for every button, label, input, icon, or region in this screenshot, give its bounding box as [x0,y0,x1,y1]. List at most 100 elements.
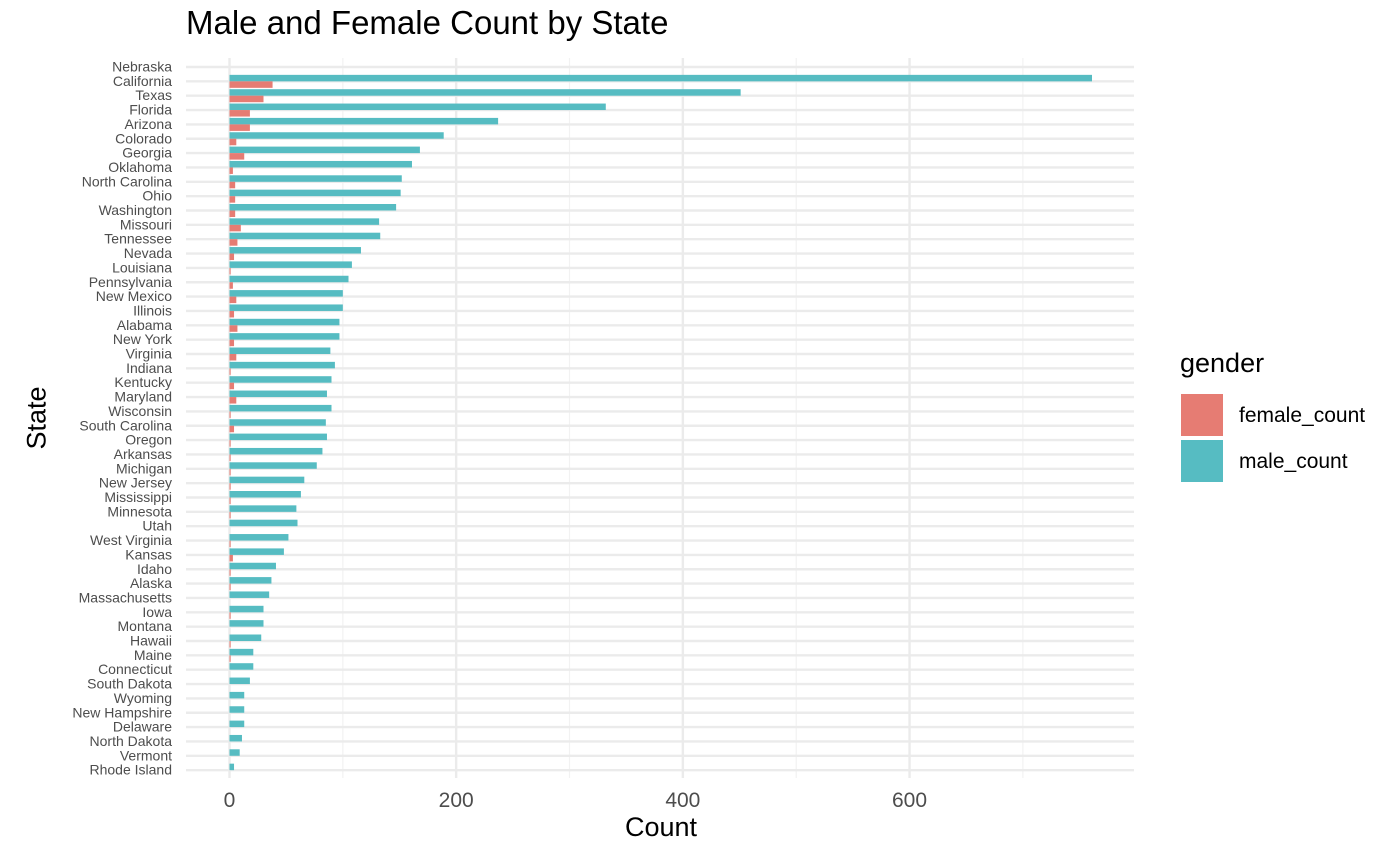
bar-female-count-new-mexico [229,296,237,304]
y-tick-label: South Dakota [87,676,172,692]
y-tick-label: Iowa [142,604,172,620]
y-tick-label: Wisconsin [108,403,172,419]
bar-male-count-new-york [229,333,340,340]
y-tick-label: Washington [99,202,172,218]
bar-female-count-illinois [229,310,235,318]
bar-male-count-florida [229,103,606,111]
bar-female-count-arizona [229,124,250,131]
bar-male-count-kentucky [229,376,332,383]
bar-male-count-missouri [229,218,380,225]
y-tick-label: Virginia [126,346,173,362]
y-tick-label: New Jersey [99,475,172,491]
bar-male-count-texas [229,89,741,96]
bar-male-count-virginia [229,347,331,354]
bar-male-count-maine [229,648,254,656]
y-tick-label: California [113,73,172,89]
bar-male-count-alaska [229,577,272,584]
bar-male-count-louisiana [229,261,352,268]
y-tick-label: Maine [134,647,172,663]
bar-female-count-mississippi [229,497,231,504]
y-tick-label: Hawaii [130,633,172,649]
y-tick-label: Kentucky [114,374,172,390]
bar-male-count-massachusetts [229,591,270,598]
bar-female-count-michigan [229,468,231,476]
x-axis-title: Count [624,812,698,842]
bar-male-count-delaware [229,720,245,728]
bar-male-count-new-hampshire [229,706,245,713]
bar-male-count-washington [229,204,397,211]
y-tick-label: Michigan [116,460,172,476]
bar-female-count-iowa [229,612,231,619]
bar-male-count-rhode-island [229,763,235,771]
bar-female-count-colorado [229,138,237,146]
bar-female-count-wisconsin [229,411,231,418]
bar-female-count-kentucky [229,382,235,390]
x-tick-label: 200 [439,789,474,812]
legend-key-male-count [1181,440,1223,482]
legend-title: gender [1180,348,1265,378]
bar-male-count-connecticut [229,663,254,670]
bar-female-count-georgia [229,153,245,160]
bar-female-count-idaho [229,569,231,576]
bar-female-count-oklahoma [229,167,233,174]
bar-male-count-south-carolina [229,419,326,426]
y-tick-label: Tennessee [104,231,172,247]
bar-male-count-illinois [229,304,343,311]
bar-female-count-oregon [229,440,231,447]
bar-female-count-alaska [229,583,231,591]
bar-female-count-maryland [229,397,237,404]
bar-male-count-iowa [229,605,264,613]
y-axis-title: State [21,386,52,450]
bar-male-count-pennsylvania [229,275,349,283]
bar-male-count-new-jersey [229,476,305,484]
y-tick-label: Texas [135,87,172,103]
bar-female-count-kansas [229,554,233,562]
y-tick-label: Nevada [124,245,172,261]
bar-male-count-wisconsin [229,404,332,412]
bar-female-count-north-carolina [229,181,236,189]
chart-title: Male and Female Count by State [186,4,669,41]
legend-label-female-count: female_count [1239,404,1366,427]
y-tick-label: New York [113,331,173,347]
x-tick-label: 400 [665,789,700,812]
bar-female-count-pennsylvania [229,282,233,289]
bar-female-count-alabama [229,325,238,332]
bar-male-count-minnesota [229,505,297,512]
y-tick-label: Illinois [133,302,172,318]
y-tick-label: Kansas [125,546,172,562]
bar-female-count-texas [229,95,264,103]
y-tick-label: Nebraska [112,59,172,75]
bar-male-count-north-dakota [229,734,242,742]
y-tick-label: Missouri [120,216,172,232]
bar-male-count-ohio [229,189,401,197]
bar-male-count-montana [229,620,264,627]
bar-male-count-mississippi [229,491,301,498]
y-tick-label: Mississippi [104,489,172,505]
bar-male-count-georgia [229,146,420,154]
y-tick-label: Wyoming [114,690,172,706]
bar-male-count-michigan [229,462,317,469]
bar-male-count-north-carolina [229,175,402,182]
bar-male-count-maryland [229,390,327,398]
bar-female-count-california [229,81,273,88]
legend-label-male-count: male_count [1239,450,1348,473]
y-tick-label: Vermont [120,747,172,763]
y-tick-label: Utah [142,518,172,534]
y-tick-label: Arkansas [114,446,172,462]
y-tick-label: Oregon [125,432,172,448]
bar-male-count-wyoming [229,691,245,699]
y-tick-label: Louisiana [112,259,172,275]
y-tick-label: Massachusetts [79,589,172,605]
bar-male-count-arkansas [229,447,323,455]
bar-female-count-west-virginia [229,540,231,548]
y-tick-label: Indiana [126,360,172,376]
y-tick-label: Connecticut [98,661,172,677]
bar-male-count-california [229,74,1092,82]
y-tick-label: Maryland [114,389,172,405]
bar-male-count-indiana [229,361,335,369]
bar-female-count-washington [229,210,236,217]
bar-female-count-tennessee [229,239,238,246]
y-tick-label: Minnesota [107,503,172,519]
bar-female-count-hawaii [229,641,231,648]
